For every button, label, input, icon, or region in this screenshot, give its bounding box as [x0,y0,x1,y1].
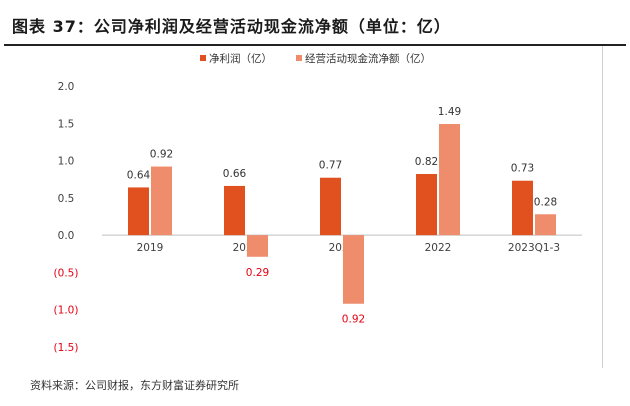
legend-label-1: 净利润（亿） [209,52,272,65]
bar-net-profit [128,187,149,236]
y-tick-label: 1.5 [58,118,75,130]
bar-net-profit [416,173,437,236]
data-label: 0.92 [150,149,173,161]
bar-net-profit [320,177,341,236]
bar-operating-cf [343,235,364,304]
data-label: 0.77 [319,160,342,172]
x-tick-label: 2019 [137,242,164,254]
data-label: 0.29 [246,267,269,279]
y-tick-label: 1.0 [58,156,75,168]
y-tick-label: 2.0 [58,81,75,93]
legend-swatch-1 [200,55,206,61]
bar-operating-cf [439,124,460,236]
bar-operating-cf [247,235,268,257]
data-label: 0.73 [511,163,534,175]
data-label: 0.82 [415,156,438,168]
title-bar: 图表 37：公司净利润及经营活动现金流净额（单位：亿） [4,0,626,46]
x-tick-label: 2023Q1-3 [508,242,560,254]
bar-net-profit [224,185,245,236]
y-tick-label: 0.0 [58,230,75,242]
y-tick-label: 0.5 [58,193,75,205]
data-label: 0.64 [127,169,151,181]
y-tick-label: (0.5) [54,267,79,279]
source-note: 资料来源：公司财报，东方财富证券研究所 [30,379,239,392]
bar-operating-cf [151,166,172,236]
x-tick-label: 2022 [425,242,452,254]
page-title: 图表 37：公司净利润及经营活动现金流净额（单位：亿） [12,17,451,36]
data-label: 0.92 [342,314,365,326]
legend-swatch-2 [296,55,302,61]
data-label: 1.49 [438,106,461,118]
data-label: 0.28 [534,196,557,208]
legend-label-2: 经营活动现金流净额（亿） [305,52,431,65]
plot-frame [6,46,603,368]
y-tick-label: (1.5) [54,342,79,354]
data-label: 0.66 [223,168,247,180]
bar-operating-cf [535,214,556,236]
y-tick-label: (1.0) [54,305,79,317]
bar-net-profit [512,180,533,236]
